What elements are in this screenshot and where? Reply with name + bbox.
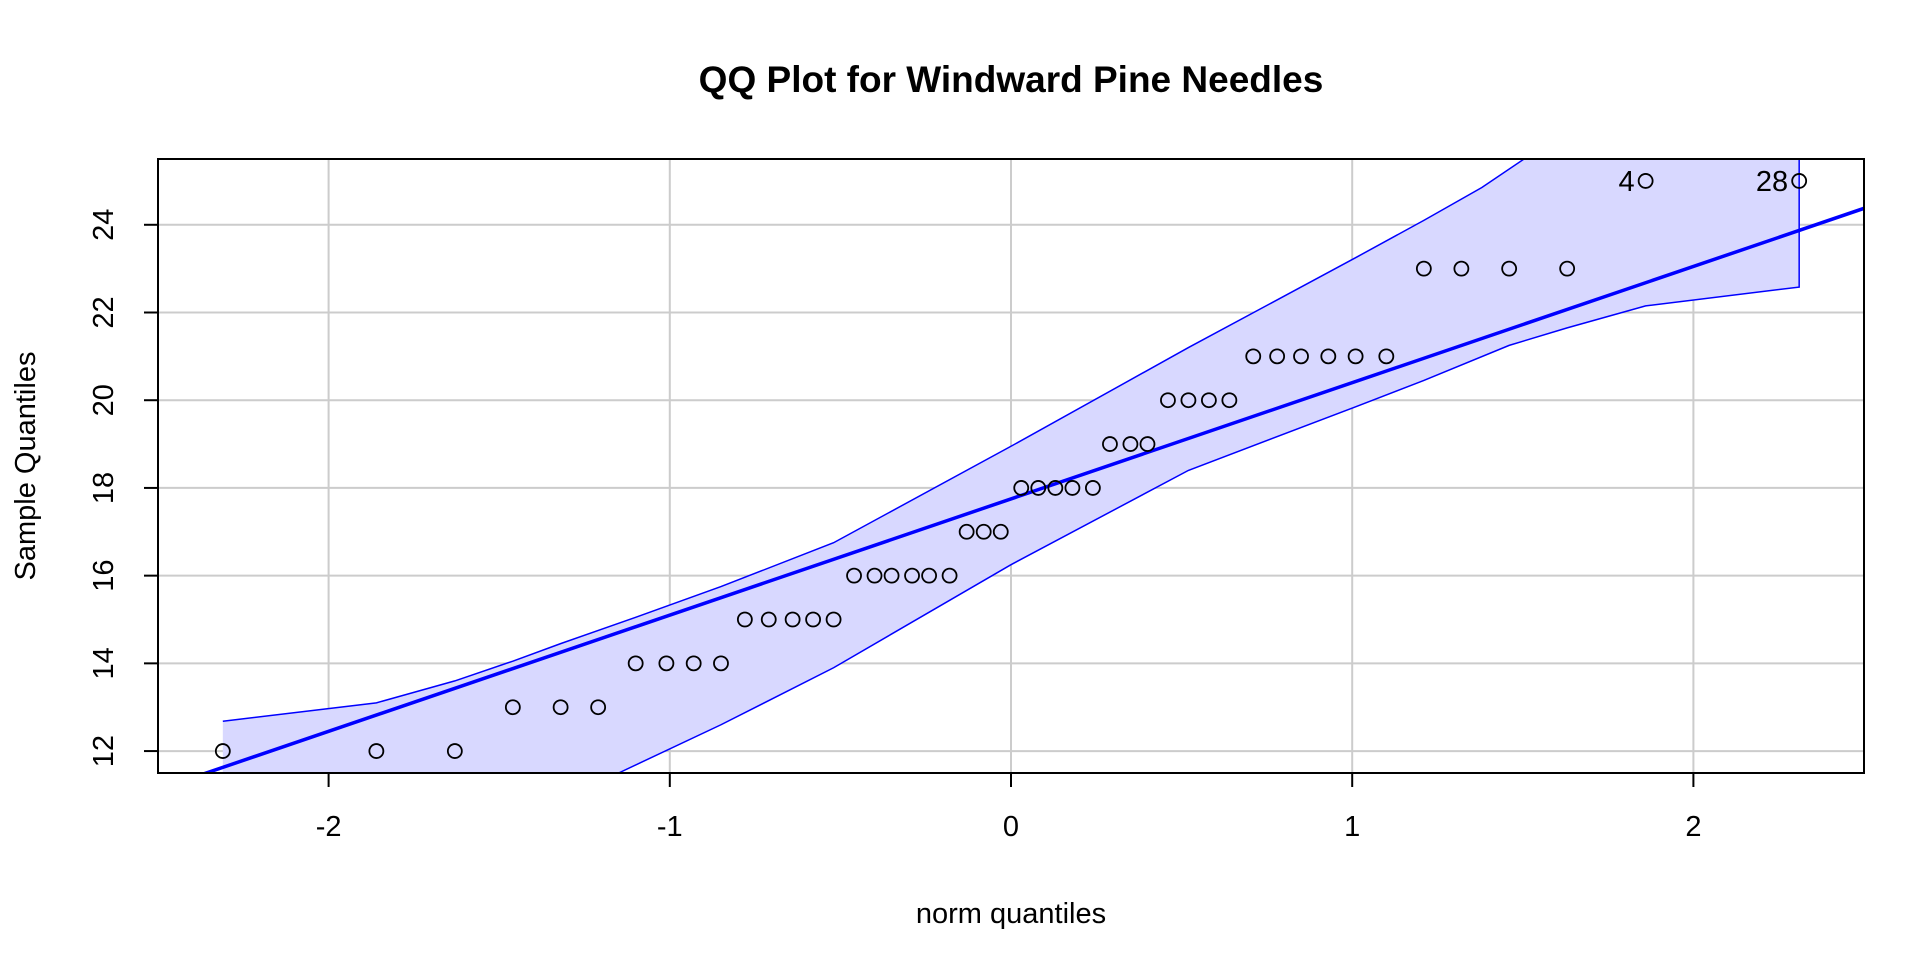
data-point (1293, 348, 1309, 365)
data-point (214, 743, 231, 759)
data-point (1180, 392, 1197, 409)
y-tick-label: 14 (88, 647, 120, 679)
data-point (1160, 392, 1176, 409)
data-point (1139, 436, 1156, 452)
data-point (904, 567, 920, 584)
data-point (1047, 480, 1064, 496)
y-tick-label: 24 (88, 209, 120, 241)
data-point (1221, 392, 1238, 409)
confidence-envelope (222, 159, 1800, 773)
data-point (736, 611, 753, 628)
point-label: 28 (1756, 166, 1788, 198)
x-tick-label: -1 (657, 811, 683, 843)
x-tick-label: 1 (1344, 811, 1360, 843)
data-point (1064, 480, 1081, 496)
data-point (627, 655, 644, 672)
data-point (685, 655, 702, 672)
data-point (1013, 480, 1030, 496)
y-tick-label: 18 (88, 472, 120, 504)
data-point (1320, 348, 1337, 365)
data-point (368, 743, 385, 759)
data-point (784, 611, 801, 628)
y-tick-label: 12 (88, 735, 120, 767)
data-point (552, 699, 569, 716)
data-point (883, 567, 900, 584)
data-point (1637, 173, 1654, 189)
data-point (1269, 348, 1286, 365)
data-point (1122, 436, 1139, 452)
data-point (825, 611, 842, 628)
data-point (713, 655, 729, 672)
y-axis-label: Sample Quantiles (10, 352, 42, 581)
envelope-fill (222, 159, 1800, 773)
data-point (1378, 348, 1395, 365)
data-point (1453, 260, 1470, 277)
y-tick-label: 20 (88, 384, 120, 416)
data-point (805, 611, 822, 628)
reference-line (200, 206, 1864, 773)
point-label: 4 (1618, 166, 1634, 198)
data-point (1347, 348, 1364, 365)
data-point (1200, 392, 1217, 409)
reference-line-segment (200, 206, 1864, 773)
y-axis: 12 14 16 18 20 22 24 (88, 209, 158, 767)
x-axis-label: norm quantiles (916, 898, 1106, 930)
data-point (1791, 173, 1808, 189)
data-point (846, 567, 862, 584)
data-point (866, 567, 883, 584)
data-point (590, 699, 607, 716)
data-point (658, 655, 675, 672)
chart-title: QQ Plot for Windward Pine Needles (699, 59, 1324, 100)
data-point (975, 523, 992, 540)
x-tick-label: 0 (1003, 811, 1019, 843)
data-point (504, 699, 521, 716)
y-tick-label: 16 (88, 560, 120, 592)
data-point (941, 567, 958, 584)
x-tick-label: 2 (1685, 811, 1701, 843)
envelope-upper-bound (222, 159, 1526, 722)
data-point (958, 523, 975, 540)
data-point (1102, 436, 1118, 452)
data-point (1084, 480, 1101, 496)
data-point (921, 567, 938, 584)
x-axis: -2 -1 0 1 2 (316, 773, 1701, 843)
data-point (446, 743, 463, 759)
data-point (760, 611, 777, 628)
data-point (1030, 480, 1047, 496)
data-point (1415, 260, 1432, 277)
x-tick-label: -2 (316, 811, 342, 843)
data-point (992, 523, 1009, 540)
envelope-lower-bound (605, 159, 1800, 773)
data-point (1245, 348, 1262, 365)
data-point (1559, 260, 1576, 277)
y-tick-label: 22 (88, 296, 120, 328)
data-points: 4 28 (214, 166, 1808, 759)
data-point (1501, 260, 1518, 277)
